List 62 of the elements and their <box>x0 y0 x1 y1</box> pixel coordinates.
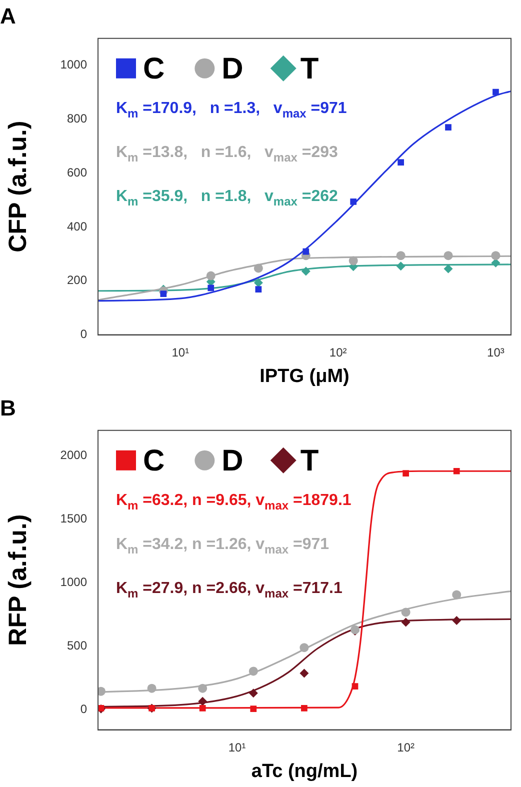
point <box>250 706 257 712</box>
chart-title: A <box>0 3 16 28</box>
point <box>198 684 208 693</box>
y-tick-label: 800 <box>66 112 88 126</box>
point <box>147 684 156 693</box>
point <box>255 286 262 292</box>
y-tick-label: 200 <box>66 273 88 288</box>
y-axis-title: RFP (a.f.u.) <box>4 514 32 646</box>
point <box>348 256 358 266</box>
y-tick-label: 0 <box>80 702 88 716</box>
x-axis-title: aTc (ng/mL) <box>251 760 358 782</box>
point <box>402 470 409 476</box>
point <box>160 290 167 298</box>
legend-label: C <box>143 444 165 478</box>
y-tick-label: 600 <box>66 165 88 180</box>
x-tick-label: 10² <box>329 345 347 360</box>
point <box>300 668 309 678</box>
point <box>300 643 309 652</box>
y-tick-label: 2000 <box>60 448 88 462</box>
x-tick-label: 10² <box>397 740 414 754</box>
point <box>198 696 208 706</box>
x-tick-label: 10³ <box>487 345 504 360</box>
point <box>398 159 404 166</box>
point <box>396 251 406 260</box>
legend-label: D <box>222 52 244 86</box>
point <box>254 278 263 288</box>
point <box>302 248 310 255</box>
point <box>350 198 357 205</box>
point <box>445 124 452 130</box>
y-tick-label: 400 <box>66 219 88 234</box>
point <box>199 705 206 712</box>
point <box>254 264 263 273</box>
point <box>452 590 462 600</box>
x-tick-label: 10¹ <box>172 345 190 360</box>
point <box>491 251 500 260</box>
legend-label: T <box>300 444 319 478</box>
point <box>401 608 410 617</box>
point <box>301 705 308 712</box>
point <box>453 468 460 474</box>
chart-title: B <box>0 395 16 420</box>
point <box>492 88 499 96</box>
y-tick-label: 1500 <box>60 512 88 526</box>
point <box>206 271 216 280</box>
point <box>208 284 214 292</box>
y-tick-label: 0 <box>80 327 88 342</box>
y-tick-label: 1000 <box>60 58 88 72</box>
point <box>301 266 310 276</box>
point <box>401 618 410 627</box>
point <box>396 262 406 271</box>
y-tick-label: 500 <box>66 638 88 652</box>
point <box>452 616 462 625</box>
legend-label: C <box>143 52 165 86</box>
legend-label: T <box>300 52 319 86</box>
y-tick-label: 1000 <box>60 574 88 589</box>
legend-label: D <box>222 444 244 478</box>
y-axis-title: CFP (a.f.u.) <box>4 120 32 252</box>
x-tick-label: 10¹ <box>228 740 246 754</box>
point <box>352 683 358 690</box>
point <box>248 666 258 676</box>
point <box>444 251 453 260</box>
point <box>248 688 258 698</box>
x-axis-title: IPTG (μM) <box>260 366 350 387</box>
